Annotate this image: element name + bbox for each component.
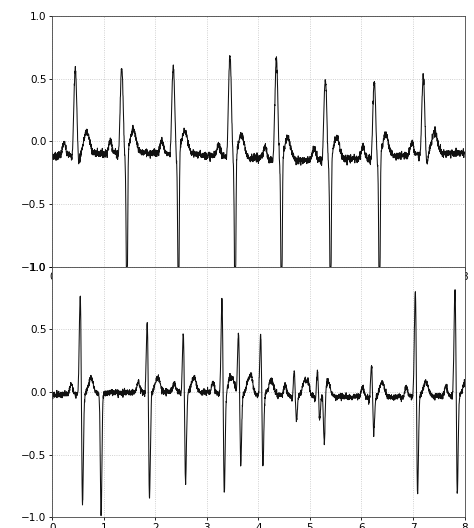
Text: (a)  Fragmento de la señal: (a) Fragmento de la señal <box>71 301 258 316</box>
Text: se1e0129: se1e0129 <box>258 301 325 316</box>
